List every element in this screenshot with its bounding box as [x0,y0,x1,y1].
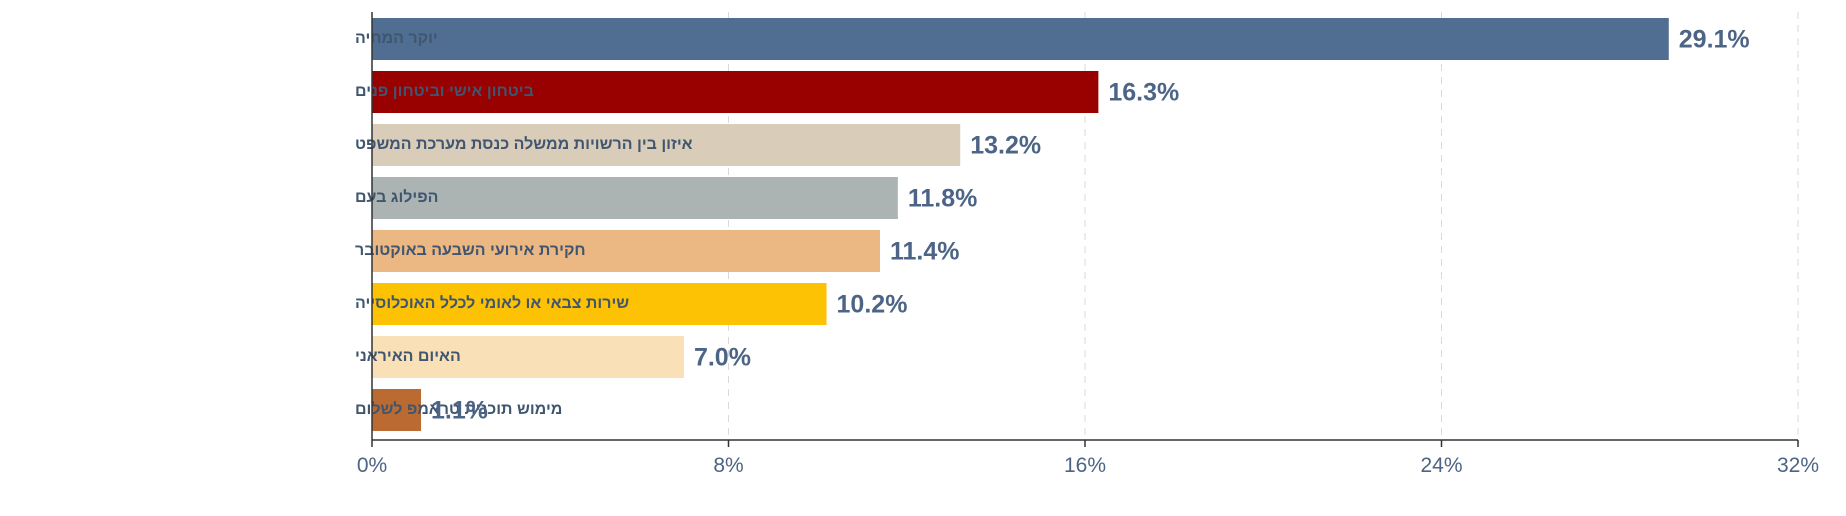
bar-1 [372,71,1099,113]
bar-0 [372,18,1669,60]
value-label-3: 11.8% [908,185,978,213]
category-label-7: מימוש תוכנית טראמפ לשלום [355,400,562,418]
category-label-4: חקירת אירועי השבעה באוקטובר [355,242,586,259]
x-tick-label-3: 24% [1420,454,1462,477]
value-label-5: 10.2% [837,291,908,319]
value-label-2: 13.2% [970,132,1041,160]
value-label-1: 16.3% [1108,79,1179,107]
x-tick-label-1: 8% [713,454,743,477]
category-label-5: שירות צבאי או לאומי לכלל האוכלוסייה [355,294,629,312]
bar-7 [372,389,422,431]
value-label-6: 7.0% [694,344,751,372]
value-label-7: 1.1% [431,397,488,425]
category-labels: יוקר המחיה ביטחון אישי וביטחון פנים איזון … [355,30,693,418]
bar-2 [372,124,961,166]
x-tick-labels: 0% 8% 16% 24% 32% [357,454,1819,477]
x-tick-label-4: 32% [1777,454,1819,477]
bars [372,18,1669,431]
x-tick-label-2: 16% [1064,454,1106,477]
bar-5 [372,283,827,325]
category-label-1: ביטחון אישי וביטחון פנים [355,83,534,100]
value-label-0: 29.1% [1679,26,1750,54]
bar-3 [372,177,898,219]
value-labels: 29.1% 16.3% 13.2% 11.8% 11.4% 10.2% 7.0% 1.1% [431,26,1750,425]
category-label-0: יוקר המחיה [355,30,438,47]
bar-4 [372,230,881,272]
bar-6 [372,336,684,378]
category-label-2: איזון בין הרשויות ממשלה כנסת מערכת המשפט [355,135,693,153]
category-label-3: הפילוג בעם [355,188,439,206]
category-label-6: האיום האיראני [355,348,461,365]
x-tick-label-0: 0% [357,454,387,477]
axes [371,12,1799,447]
value-label-4: 11.4% [890,238,960,266]
